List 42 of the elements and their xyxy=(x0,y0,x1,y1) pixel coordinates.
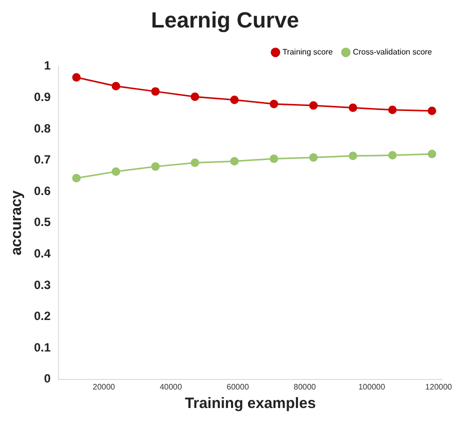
y-tick-label: 0 xyxy=(44,372,51,386)
x-tick-label: 40000 xyxy=(160,382,183,392)
x-tick-label: 80000 xyxy=(294,382,316,392)
y-tick-label: 0.2 xyxy=(34,309,51,324)
point xyxy=(190,158,200,168)
point xyxy=(309,153,318,162)
y-tick-label: 0.1 xyxy=(34,340,51,354)
point xyxy=(230,156,239,166)
x-tick-label: 120000 xyxy=(425,382,453,392)
point xyxy=(270,154,278,163)
legend-label: Cross-validation score xyxy=(352,48,433,57)
point xyxy=(151,162,160,171)
chart-title: Learnig Curve xyxy=(151,7,299,32)
point xyxy=(388,106,397,114)
x-axis-title: Training examples xyxy=(184,395,316,412)
y-tick-label: 1 xyxy=(44,58,51,73)
point xyxy=(112,167,120,176)
point xyxy=(348,103,358,112)
y-tick-label: 0.6 xyxy=(34,184,51,198)
x-tick-label: 20000 xyxy=(92,382,116,392)
y-axis-title: accuracy xyxy=(8,190,26,256)
point xyxy=(428,150,436,158)
point xyxy=(428,106,436,116)
point xyxy=(270,100,278,108)
y-tick-label: 0.9 xyxy=(34,90,51,104)
x-tick-label: 60000 xyxy=(226,382,250,392)
y-tick-label: 0.7 xyxy=(34,152,51,167)
point xyxy=(190,92,200,102)
y-tick-label: 0.4 xyxy=(34,246,51,261)
point xyxy=(230,96,239,104)
point xyxy=(309,101,318,110)
point xyxy=(112,82,120,90)
legend-label: Training score xyxy=(282,48,334,57)
x-tick-label: 100000 xyxy=(358,382,386,392)
point xyxy=(72,174,81,182)
point xyxy=(151,87,160,96)
y-tick-label: 0.5 xyxy=(34,215,51,230)
point xyxy=(72,73,81,82)
y-tick-label: 0.3 xyxy=(34,278,51,292)
point xyxy=(388,151,397,160)
y-tick-label: 0.8 xyxy=(34,121,51,136)
point xyxy=(348,152,358,160)
